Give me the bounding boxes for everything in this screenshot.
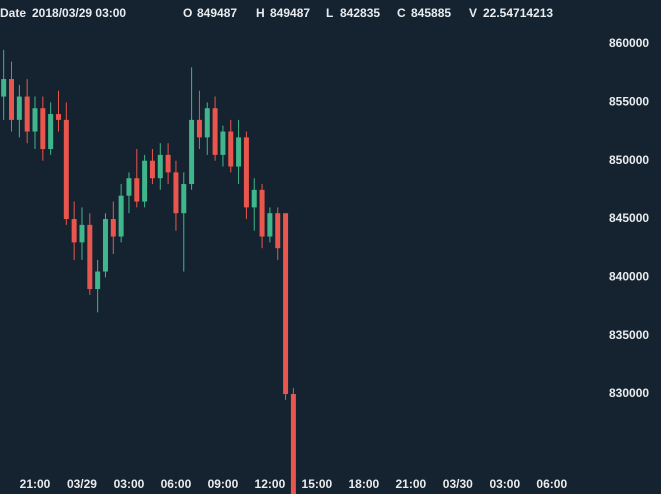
candle-body [267, 213, 273, 237]
candle-body [71, 219, 77, 243]
y-tick-label: 850000 [609, 153, 649, 167]
candle-body [196, 119, 202, 138]
field-label: O [183, 6, 192, 20]
candle-body [157, 154, 163, 179]
candle-body [275, 213, 281, 249]
candle-body [55, 114, 61, 120]
candle-body [259, 189, 265, 237]
candle-body [79, 224, 85, 243]
field-value: 845885 [411, 6, 451, 20]
candle-body [95, 271, 101, 290]
candle-body [110, 219, 116, 237]
y-tick-label: 860000 [609, 36, 649, 50]
candle-body [283, 213, 289, 395]
x-tick-label: 03:00 [114, 477, 145, 491]
candle-body [40, 108, 46, 150]
candle-body [204, 108, 210, 138]
candle-body [236, 137, 242, 167]
candle-body [212, 108, 218, 155]
candle-body [142, 160, 148, 202]
candle-body [181, 184, 187, 214]
candle-body [243, 137, 249, 208]
field-label: C [397, 6, 406, 20]
field-label: L [326, 6, 333, 20]
candle-body [24, 96, 30, 132]
candle-body [9, 79, 15, 120]
candle-body [102, 219, 108, 272]
candle-body [1, 79, 7, 97]
y-tick-label: 855000 [609, 95, 649, 109]
field-value: 22.54714213 [483, 6, 553, 20]
candle-body [173, 172, 179, 214]
x-tick-label: 06:00 [536, 477, 567, 491]
x-tick-label: 15:00 [302, 477, 333, 491]
candle-body [189, 119, 195, 185]
x-tick-label: 21:00 [20, 477, 51, 491]
candle-body [134, 178, 140, 202]
x-tick-label: 12:00 [255, 477, 286, 491]
y-tick-label: 845000 [609, 211, 649, 225]
field-value: 849487 [197, 6, 237, 20]
field-label: H [256, 6, 265, 20]
x-tick-label: 18:00 [349, 477, 380, 491]
candle-body [32, 108, 38, 132]
candle-body [63, 119, 69, 220]
date-label: Date [0, 6, 26, 20]
x-tick-label: 06:00 [161, 477, 192, 491]
y-tick-label: 835000 [609, 328, 649, 342]
candle-body [87, 224, 93, 290]
candle-body [228, 131, 234, 167]
candle-body [251, 189, 257, 208]
date-value: 2018/03/29 03:00 [32, 6, 126, 20]
candle-body [290, 394, 296, 494]
field-label: V [469, 6, 477, 20]
candle-body [149, 160, 155, 179]
y-tick-label: 830000 [609, 386, 649, 400]
candle-body [126, 178, 132, 196]
x-tick-label: 03:00 [489, 477, 520, 491]
x-tick-label: 09:00 [208, 477, 239, 491]
candle-body [165, 154, 171, 173]
field-value: 842835 [340, 6, 380, 20]
candle-body [16, 96, 22, 120]
x-tick-label: 03/29 [67, 477, 97, 491]
y-tick-label: 840000 [609, 270, 649, 284]
candle-body [220, 131, 226, 155]
x-tick-label: 21:00 [395, 477, 426, 491]
candle-body [48, 114, 54, 150]
field-value: 849487 [270, 6, 310, 20]
x-tick-label: 03/30 [443, 477, 473, 491]
candle-body [118, 195, 124, 237]
